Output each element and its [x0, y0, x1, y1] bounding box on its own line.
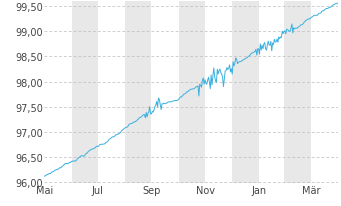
- Bar: [151, 2, 179, 183]
- Bar: [232, 2, 258, 183]
- Bar: [125, 2, 151, 183]
- Bar: [98, 2, 125, 183]
- Bar: [284, 2, 311, 183]
- Bar: [179, 2, 205, 183]
- Bar: [311, 2, 339, 183]
- Bar: [205, 2, 232, 183]
- Bar: [44, 2, 72, 183]
- Bar: [72, 2, 98, 183]
- Bar: [258, 2, 284, 183]
